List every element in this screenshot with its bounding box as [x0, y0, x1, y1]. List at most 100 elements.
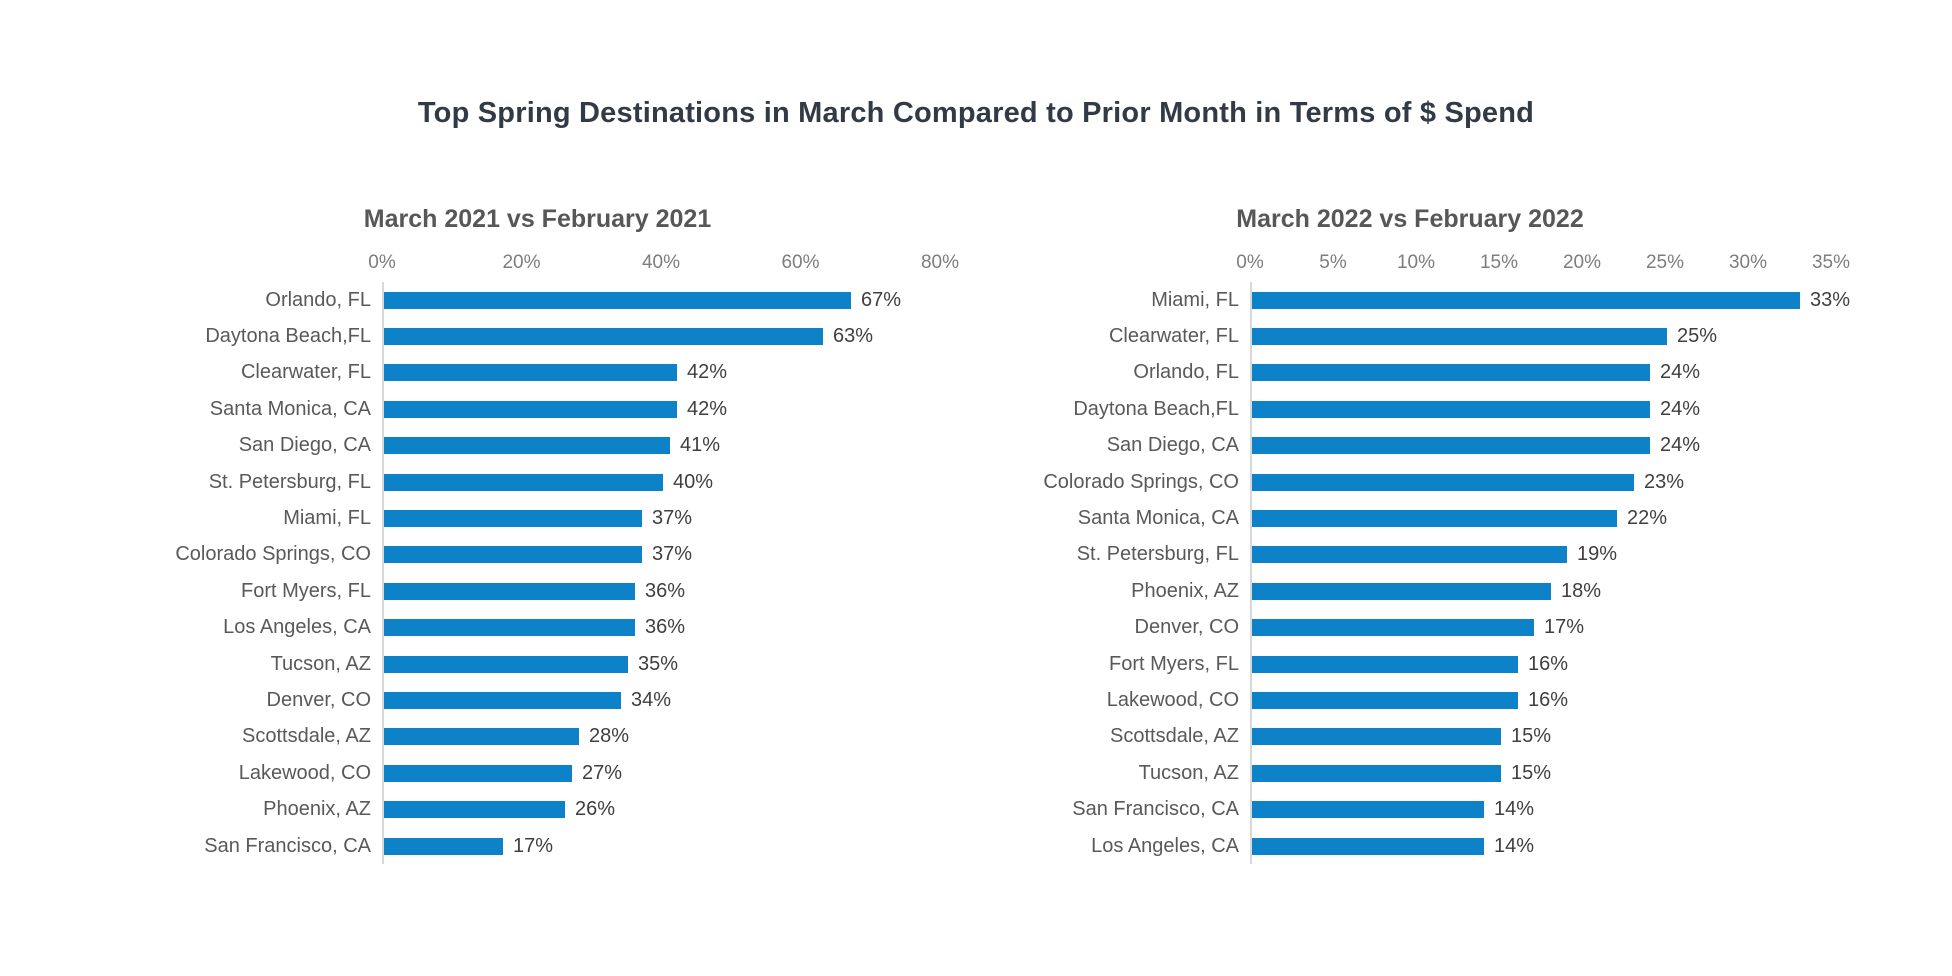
bar-row: Tucson, AZ 15%	[1139, 755, 1940, 791]
bar[interactable]	[1252, 328, 1667, 346]
category-label: Denver, CO	[1134, 616, 1239, 639]
bar[interactable]	[1252, 801, 1484, 819]
chart-march-2022: March 2022 vs February 2022 0% 5% 10% 15% 20…	[880, 202, 1940, 865]
bar[interactable]	[384, 291, 851, 309]
category-label: Colorado Springs, CO	[175, 543, 371, 566]
bar[interactable]	[1252, 619, 1534, 637]
bar[interactable]	[1252, 473, 1634, 491]
bar[interactable]	[384, 364, 677, 382]
bar[interactable]	[384, 728, 579, 746]
bar[interactable]	[384, 801, 565, 819]
value-label: 42%	[687, 361, 728, 384]
value-label: 40%	[673, 470, 714, 493]
bar-row: Los Angeles, CA 14%	[1091, 828, 1940, 864]
value-label: 25%	[1677, 325, 1718, 348]
category-label: Phoenix, AZ	[1131, 579, 1239, 602]
bar[interactable]	[384, 764, 572, 782]
bar[interactable]	[1252, 437, 1650, 455]
bar[interactable]	[384, 619, 635, 637]
category-label: Daytona Beach,FL	[205, 325, 371, 348]
value-label: 41%	[680, 434, 721, 457]
bar[interactable]	[1252, 510, 1617, 528]
value-label: 35%	[638, 652, 679, 675]
bar-row: Lakewood, CO 16%	[1107, 682, 1940, 718]
bar[interactable]	[1252, 655, 1518, 673]
value-label: 37%	[652, 543, 693, 566]
bar-row: Clearwater, FL 42%	[241, 355, 960, 391]
value-label: 16%	[1528, 652, 1569, 675]
bar[interactable]	[384, 400, 677, 418]
bar[interactable]	[384, 837, 503, 855]
category-label: Scottsdale, AZ	[1110, 725, 1239, 748]
category-label: Miami, FL	[283, 507, 371, 530]
chart-title: March 2021 vs February 2021	[363, 205, 712, 233]
bar-row: Lakewood, CO 27%	[239, 755, 960, 791]
chart-title: March 2022 vs February 2022	[1236, 205, 1584, 233]
bar-row: Orlando, FL 24%	[1133, 355, 1940, 391]
category-label: San Francisco, CA	[204, 834, 371, 857]
bar-row: Daytona Beach,FL 63%	[205, 318, 960, 354]
bar-row: Miami, FL 37%	[283, 500, 960, 536]
bar[interactable]	[1252, 400, 1650, 418]
bar[interactable]	[384, 546, 642, 564]
value-label: 17%	[1544, 616, 1585, 639]
category-label: Scottsdale, AZ	[242, 725, 371, 748]
bar-row: San Francisco, CA 14%	[1072, 791, 1940, 827]
bar[interactable]	[384, 582, 635, 600]
bar[interactable]	[1252, 582, 1551, 600]
x-axis-tick-label: 35%	[1811, 252, 1851, 273]
category-label: Lakewood, CO	[1106, 688, 1239, 711]
value-label: 36%	[645, 579, 686, 602]
bar-row: Colorado Springs, CO 37%	[175, 537, 960, 573]
x-axis-tick-label: 30%	[1728, 252, 1768, 273]
category-label: St. Petersburg, FL	[1076, 543, 1239, 566]
bar[interactable]	[1252, 764, 1501, 782]
bar-row: Phoenix, AZ 18%	[1131, 573, 1940, 609]
bar[interactable]	[1252, 546, 1567, 564]
x-axis-tick-label: 0%	[1236, 252, 1264, 273]
value-label: 37%	[652, 507, 693, 530]
category-label: Los Angeles, CA	[1091, 834, 1239, 857]
category-label: San Diego, CA	[1106, 434, 1239, 457]
value-label: 24%	[1660, 397, 1701, 420]
bar[interactable]	[384, 691, 621, 709]
category-label: St. Petersburg, FL	[208, 470, 371, 493]
category-label: San Francisco, CA	[1072, 798, 1239, 821]
value-label: 15%	[1511, 725, 1552, 748]
value-label: 34%	[631, 688, 672, 711]
category-label: Clearwater, FL	[240, 361, 371, 384]
bar[interactable]	[1252, 364, 1650, 382]
value-label: 36%	[645, 616, 686, 639]
plot-area: Orlando, FL 67% Daytona Beach,FL 63% Clearwa…	[175, 282, 960, 865]
value-label: 19%	[1577, 543, 1618, 566]
bar-row: St. Petersburg, FL 40%	[209, 464, 960, 500]
bar[interactable]	[1252, 691, 1518, 709]
plot-area: Miami, FL 33% Clearwater, FL 25% Orlando, FL…	[1043, 282, 1940, 865]
bar-row: Santa Monica, CA 22%	[1078, 500, 1940, 536]
category-label: Phoenix, AZ	[263, 798, 371, 821]
bar[interactable]	[384, 437, 670, 455]
bar[interactable]	[384, 328, 823, 346]
category-label: Los Angeles, CA	[223, 616, 371, 639]
bar[interactable]	[1252, 837, 1484, 855]
bar-row: Denver, CO 34%	[267, 682, 960, 718]
bar[interactable]	[1252, 728, 1501, 746]
bar[interactable]	[1252, 291, 1800, 309]
x-axis-tick-label: 60%	[781, 252, 820, 273]
bar-row: Fort Myers, FL 36%	[241, 573, 960, 609]
bar-row: San Francisco, CA 17%	[204, 828, 960, 864]
bar-row: Santa Monica, CA 42%	[210, 391, 960, 427]
x-axis: 0% 20% 40% 60% 80%	[115, 252, 960, 282]
value-label: 18%	[1561, 579, 1602, 602]
bar-row: Scottsdale, AZ 15%	[1110, 719, 1940, 755]
category-label: San Diego, CA	[238, 434, 371, 457]
bar-row: St. Petersburg, FL 19%	[1077, 537, 1940, 573]
bar[interactable]	[384, 510, 642, 528]
bar[interactable]	[384, 473, 663, 491]
value-label: 42%	[687, 397, 728, 420]
bar[interactable]	[384, 655, 628, 673]
value-label: 14%	[1494, 834, 1535, 857]
value-label: 63%	[833, 325, 874, 348]
value-label: 16%	[1528, 688, 1569, 711]
